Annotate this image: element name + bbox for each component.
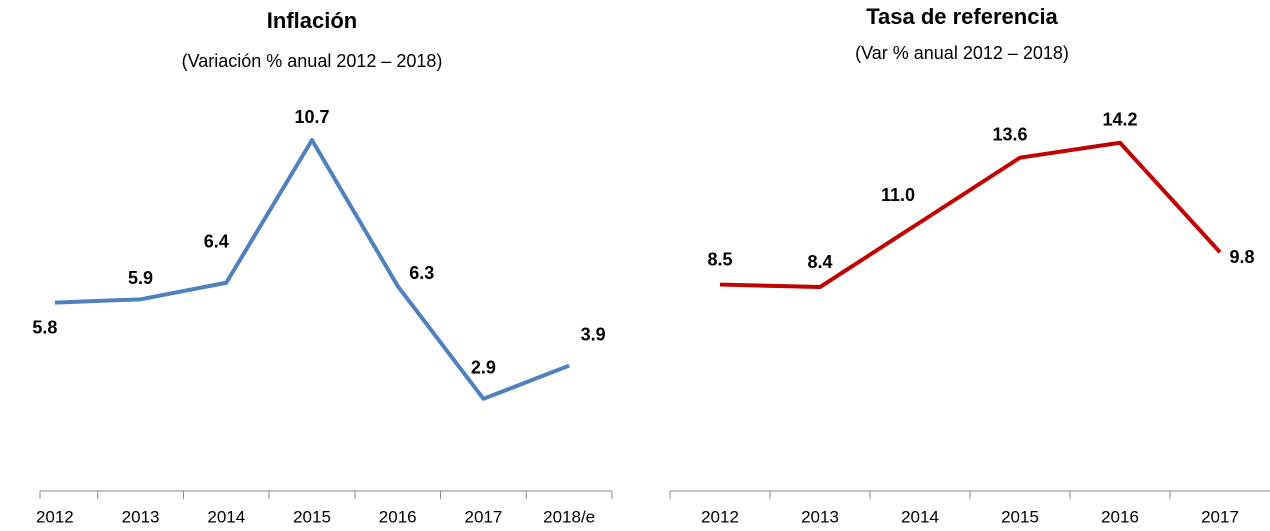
x-tick-label: 2017	[465, 507, 503, 526]
value-label: 6.3	[409, 263, 434, 283]
x-tick-label: 2017	[1201, 507, 1239, 526]
x-tick-label: 2012	[701, 507, 739, 526]
value-label: 2.9	[471, 358, 496, 378]
x-tick-label: 2016	[1101, 507, 1139, 526]
chart-title: Tasa de referencia	[866, 4, 1058, 29]
line	[54, 138, 570, 401]
x-tick-label: 2014	[207, 507, 245, 526]
chart-title: Inflación	[267, 8, 357, 33]
x-tick-label: 2016	[379, 507, 417, 526]
value-label: 13.6	[992, 124, 1027, 144]
chart-subtitle: (Var % anual 2012 – 2018)	[855, 43, 1069, 63]
value-label: 3.9	[581, 324, 606, 344]
chart-subtitle: (Variación % anual 2012 – 2018)	[182, 51, 443, 71]
line	[719, 140, 1222, 290]
x-tick-label: 2015	[1001, 507, 1039, 526]
x-tick-label: 2013	[122, 507, 160, 526]
x-tick-label: 2014	[901, 507, 939, 526]
value-label: 10.7	[294, 107, 329, 127]
value-label: 5.9	[128, 268, 153, 288]
x-tick-label: 2012	[36, 507, 74, 526]
value-label: 11.0	[881, 185, 915, 205]
value-label: 6.4	[204, 231, 229, 251]
value-label: 5.8	[32, 317, 57, 337]
value-label: 8.5	[707, 249, 732, 269]
value-label: 14.2	[1102, 110, 1137, 130]
value-label: 9.8	[1229, 247, 1254, 267]
x-tick-label: 2018/e	[543, 507, 595, 526]
x-tick-label: 2013	[801, 507, 839, 526]
x-tick-label: 2015	[293, 507, 331, 526]
value-label: 8.4	[807, 252, 832, 272]
